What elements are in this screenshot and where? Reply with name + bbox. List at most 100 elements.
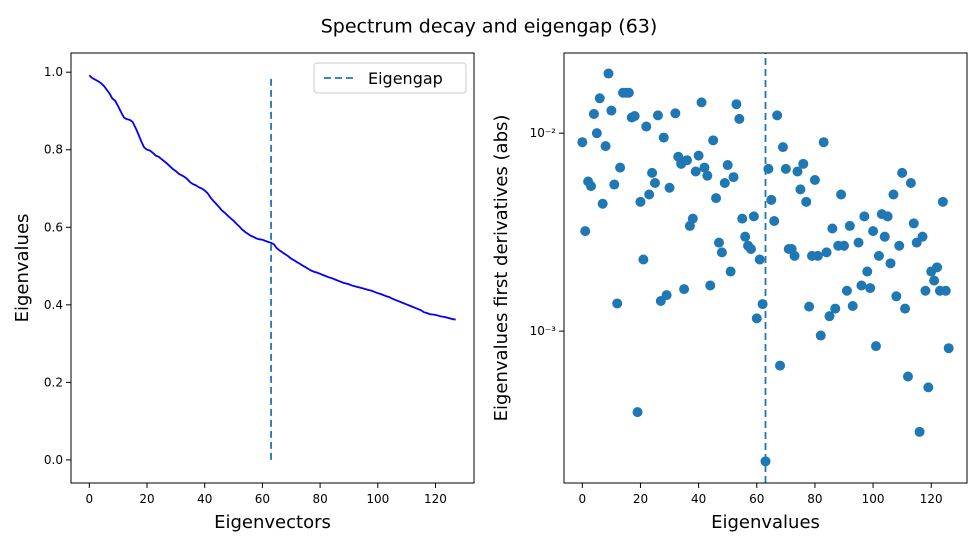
point bbox=[917, 231, 928, 242]
point bbox=[754, 254, 765, 265]
point bbox=[827, 223, 838, 234]
point bbox=[914, 426, 925, 437]
plot-area bbox=[88, 74, 456, 460]
figure-title: Spectrum decay and eigengap (63) bbox=[321, 16, 658, 38]
x-tick-label: 100 bbox=[366, 492, 389, 506]
axes-frame bbox=[70, 52, 475, 484]
point bbox=[859, 211, 870, 222]
point bbox=[734, 113, 745, 124]
point bbox=[775, 360, 786, 371]
point bbox=[940, 285, 951, 296]
y-axis-label: Eigenvalues bbox=[12, 214, 33, 323]
point bbox=[670, 108, 681, 119]
point bbox=[888, 189, 899, 200]
point bbox=[693, 150, 704, 161]
y-tick-label: 10⁻³ bbox=[530, 324, 557, 338]
x-tick-label: 80 bbox=[807, 492, 822, 506]
point bbox=[713, 237, 724, 248]
point bbox=[891, 291, 902, 302]
point bbox=[801, 196, 812, 207]
point bbox=[777, 142, 788, 153]
point bbox=[809, 174, 820, 185]
point bbox=[879, 231, 890, 242]
point bbox=[920, 285, 931, 296]
point bbox=[772, 110, 783, 121]
point bbox=[586, 181, 597, 192]
point bbox=[841, 285, 852, 296]
point bbox=[728, 172, 739, 183]
x-tick-label: 20 bbox=[139, 492, 154, 506]
point bbox=[740, 231, 751, 242]
point bbox=[641, 121, 652, 132]
point bbox=[661, 290, 672, 301]
point bbox=[580, 226, 591, 237]
point bbox=[865, 283, 876, 294]
y-tick-label: 0.4 bbox=[44, 298, 63, 312]
point bbox=[725, 266, 736, 277]
point bbox=[606, 105, 617, 116]
point bbox=[873, 250, 884, 261]
x-tick-label: 0 bbox=[85, 492, 93, 506]
point bbox=[856, 280, 867, 291]
point bbox=[635, 196, 646, 207]
point bbox=[937, 196, 948, 207]
point bbox=[830, 303, 841, 314]
y-tick-label: 0.6 bbox=[44, 220, 63, 234]
x-tick-label: 120 bbox=[424, 492, 447, 506]
point bbox=[943, 343, 954, 354]
point bbox=[748, 211, 759, 222]
point bbox=[650, 178, 661, 189]
data-line bbox=[88, 74, 456, 321]
point bbox=[615, 162, 626, 173]
point bbox=[737, 213, 748, 224]
legend-label: Eigengap bbox=[368, 69, 443, 88]
point bbox=[629, 111, 640, 122]
point bbox=[824, 311, 835, 322]
point bbox=[882, 211, 893, 222]
point bbox=[847, 300, 858, 311]
point bbox=[609, 179, 620, 190]
point bbox=[644, 189, 655, 200]
point bbox=[870, 341, 881, 352]
x-axis-label: Eigenvalues bbox=[711, 512, 820, 533]
point bbox=[792, 166, 803, 177]
point bbox=[795, 184, 806, 195]
point bbox=[679, 284, 690, 295]
point bbox=[731, 99, 742, 110]
point bbox=[696, 97, 707, 108]
x-axis-label: Eigenvectors bbox=[214, 512, 331, 533]
y-tick-label: 1.0 bbox=[44, 65, 63, 79]
point bbox=[716, 247, 727, 258]
x-tick-label: 80 bbox=[312, 492, 327, 506]
point bbox=[699, 162, 710, 173]
x-tick-label: 40 bbox=[691, 492, 706, 506]
point bbox=[897, 167, 908, 178]
x-tick-label: 60 bbox=[749, 492, 764, 506]
point bbox=[818, 137, 829, 148]
point bbox=[612, 298, 623, 309]
point bbox=[905, 178, 916, 189]
point bbox=[577, 137, 588, 148]
y-tick-label: 0.8 bbox=[44, 143, 63, 157]
point bbox=[591, 128, 602, 139]
point bbox=[632, 407, 643, 418]
point bbox=[702, 170, 713, 181]
point bbox=[647, 167, 658, 178]
point bbox=[664, 182, 675, 193]
point bbox=[894, 240, 905, 251]
point bbox=[929, 275, 940, 286]
point bbox=[597, 198, 608, 209]
point bbox=[902, 371, 913, 382]
axes-frame bbox=[563, 52, 968, 484]
point bbox=[658, 132, 669, 143]
point bbox=[638, 254, 649, 265]
point bbox=[722, 160, 733, 171]
x-tick-label: 120 bbox=[920, 492, 943, 506]
point bbox=[769, 215, 780, 226]
point bbox=[839, 240, 850, 251]
point bbox=[690, 166, 701, 177]
plot-area bbox=[577, 53, 954, 483]
point bbox=[923, 382, 934, 393]
point bbox=[760, 456, 771, 467]
